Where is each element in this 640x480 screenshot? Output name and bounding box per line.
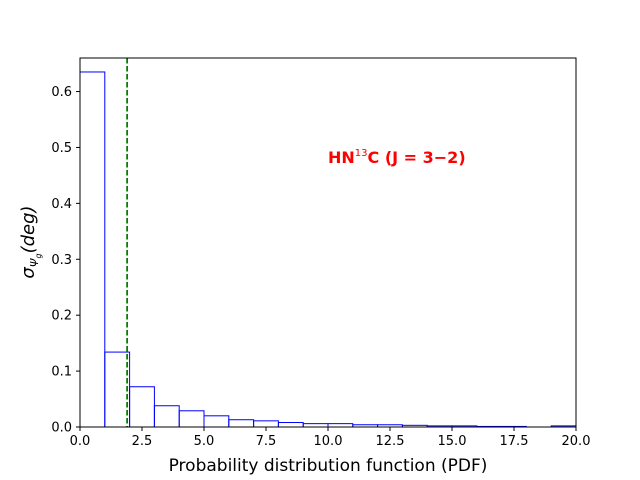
y-tick-label: 0.6 xyxy=(51,85,72,100)
x-tick-label: 20.0 xyxy=(562,434,591,449)
annotation-suffix: C (J = 3−2) xyxy=(368,148,466,167)
y-axis-label-unit: (deg) xyxy=(18,205,39,253)
histogram-bar xyxy=(129,386,155,428)
y-axis-label-symbol: σ xyxy=(18,267,39,279)
y-tick-label: 0.4 xyxy=(51,197,72,212)
histogram-bar xyxy=(253,420,279,428)
annotation-prefix: HN xyxy=(328,148,355,167)
histogram-bar xyxy=(302,423,329,428)
x-tick-label: 15.0 xyxy=(438,434,467,449)
histogram-bar xyxy=(79,71,106,428)
x-tick-label: 10.0 xyxy=(314,434,343,449)
histogram-bar xyxy=(153,405,180,428)
annotation-superscript: 13 xyxy=(355,148,368,159)
y-axis-ticks: 0.0 0.1 0.2 0.3 0.4 0.5 0.6 xyxy=(51,85,80,436)
y-tick-label: 0.1 xyxy=(51,365,72,380)
x-tick-label: 12.5 xyxy=(376,434,405,449)
y-tick-label: 0.5 xyxy=(51,141,72,156)
histogram-bar xyxy=(277,422,304,428)
x-axis-ticks: 0.0 2.5 5.0 7.5 10.0 12.5 15.0 17.5 20.0 xyxy=(70,427,591,449)
y-tick-label: 0.3 xyxy=(51,253,72,268)
x-tick-label: 2.5 xyxy=(132,434,153,449)
histogram-bar xyxy=(327,423,354,428)
x-tick-label: 17.5 xyxy=(500,434,529,449)
x-tick-label: 7.5 xyxy=(256,434,277,449)
plot-frame xyxy=(79,57,577,428)
y-tick-label: 0.2 xyxy=(51,309,72,324)
y-axis-label-subsubscript: g xyxy=(34,253,43,258)
histogram-bar xyxy=(178,410,205,428)
x-axis-label: Probability distribution function (PDF) xyxy=(169,456,488,476)
histogram-bar xyxy=(203,415,230,428)
x-tick-label: 5.0 xyxy=(194,434,215,449)
y-axis-label-subscript: Ψ xyxy=(28,258,41,267)
y-axis-label: σΨg(deg) xyxy=(18,205,43,278)
histogram-bar xyxy=(228,419,255,428)
y-tick-label: 0.0 xyxy=(51,421,72,436)
x-tick-label: 0.0 xyxy=(70,434,91,449)
molecule-annotation: HN13C (J = 3−2) xyxy=(328,148,466,167)
histogram-bars xyxy=(79,71,577,428)
histogram-bar xyxy=(104,351,131,428)
